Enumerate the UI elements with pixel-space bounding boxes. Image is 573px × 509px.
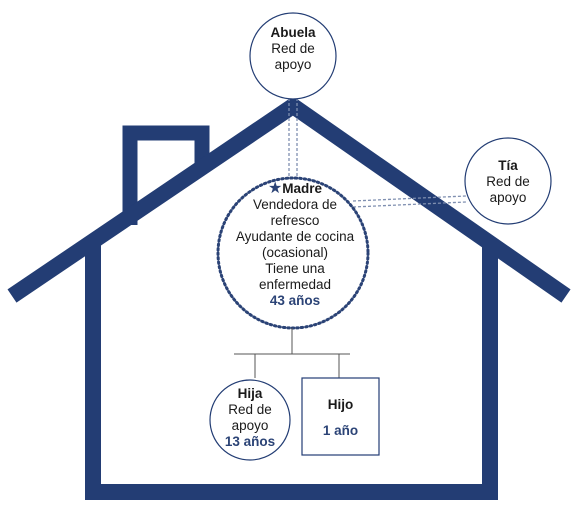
house-walls <box>85 240 498 500</box>
tia-label: Tía Red de apoyo <box>468 158 548 206</box>
abuela-name: Abuela <box>270 25 316 40</box>
madre-label: ★Madre Vendedora de refresco Ayudante de… <box>230 181 360 309</box>
madre-line-2: refresco <box>270 213 320 228</box>
tia-node <box>464 137 552 225</box>
hija-line-2: apoyo <box>231 418 269 433</box>
hijo-label: Hijo 1 año <box>302 397 379 439</box>
hija-node <box>209 379 291 461</box>
hijo-age: 1 año <box>322 423 359 438</box>
abuela-node <box>249 12 337 100</box>
tia-name: Tía <box>498 158 518 173</box>
hijo-node <box>301 377 380 456</box>
house-chimney <box>122 125 210 225</box>
house-roof <box>7 96 571 303</box>
abuela-line-2: apoyo <box>274 57 312 72</box>
madre-line-6: enfermedad <box>258 277 332 292</box>
hijo-name: Hijo <box>327 397 354 412</box>
madre-line-3: Ayudante de cocina <box>235 229 355 244</box>
madre-line-5: Tiene una <box>265 261 325 276</box>
hija-line-1: Red de <box>228 402 272 417</box>
tia-line-2: apoyo <box>489 190 527 205</box>
hija-age: 13 años <box>224 434 276 449</box>
madre-line-4: (ocasional) <box>261 245 329 260</box>
hija-label: Hija Red de apoyo 13 años <box>212 386 288 450</box>
star-icon: ★ <box>267 180 283 197</box>
hija-name: Hija <box>237 386 263 401</box>
madre-name: Madre <box>282 181 323 196</box>
abuela-line-1: Red de <box>271 41 315 56</box>
madre-line-1: Vendedora de <box>252 197 338 212</box>
abuela-label: Abuela Red de apoyo <box>253 25 333 73</box>
madre-age: 43 años <box>269 293 321 308</box>
madre-node <box>216 176 370 330</box>
madre-name-row: ★Madre <box>230 181 360 197</box>
tia-connector-top <box>352 195 467 202</box>
tia-line-1: Red de <box>486 174 530 189</box>
tia-connector-bottom <box>352 201 467 208</box>
